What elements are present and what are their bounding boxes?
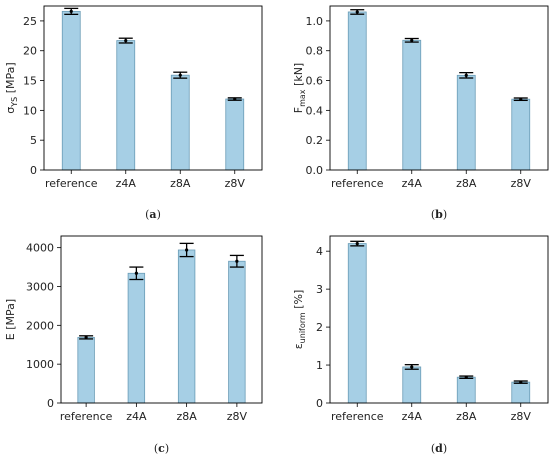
mean-marker xyxy=(464,375,468,379)
x-tick-label: z4A xyxy=(402,410,423,423)
x-tick-label: reference xyxy=(331,177,384,190)
y-tick-label: 10 xyxy=(23,104,37,117)
x-tick-label: z8V xyxy=(227,410,248,423)
bar xyxy=(228,260,246,404)
mean-marker xyxy=(69,9,73,13)
y-tick-label: 15 xyxy=(23,75,37,88)
bar xyxy=(456,74,476,171)
bar xyxy=(61,10,81,171)
y-tick-label: 0 xyxy=(30,164,37,177)
bar xyxy=(116,40,136,171)
y-tick-label: 0.6 xyxy=(306,75,324,88)
y-tick-label: 1 xyxy=(316,359,323,372)
x-tick-label: z8V xyxy=(511,177,532,190)
mean-marker xyxy=(410,38,414,42)
axes-frame xyxy=(329,235,549,404)
bar xyxy=(402,366,422,404)
y-tick-label: 0.0 xyxy=(306,164,324,177)
y-tick-label: 5 xyxy=(30,134,37,147)
x-tick-label: z8A xyxy=(176,410,197,423)
mean-marker xyxy=(519,380,523,384)
bar xyxy=(511,98,531,171)
x-tick-label: reference xyxy=(60,410,113,423)
y-tick-label: 0.4 xyxy=(306,104,324,117)
bar xyxy=(402,39,422,171)
mean-marker xyxy=(355,241,359,246)
y-tick-label: 2 xyxy=(316,321,323,334)
bar xyxy=(347,243,367,404)
bar xyxy=(127,272,146,404)
x-tick-label: z4A xyxy=(116,177,137,190)
bar xyxy=(456,376,476,404)
bar xyxy=(177,249,196,404)
x-tick-label: z4A xyxy=(126,410,147,423)
mean-marker xyxy=(185,248,189,252)
y-axis-label: εuniform [%] xyxy=(292,290,307,350)
mean-marker xyxy=(410,365,414,369)
mean-marker xyxy=(355,10,359,14)
mean-marker xyxy=(134,271,138,275)
x-tick-label: z8V xyxy=(511,410,532,423)
panel-caption: (b) xyxy=(431,208,447,221)
y-axis-label: σYS [MPa] xyxy=(4,62,19,113)
mean-marker xyxy=(124,38,128,43)
panel-caption: (a) xyxy=(145,208,161,221)
chart-panel: reference z4A z8A z8V 0.0 0.2 0.4 0.6 0.8 1.0 Fmax… xyxy=(292,5,549,221)
y-tick-label: 2000 xyxy=(26,319,54,332)
y-tick-label: 20 xyxy=(23,45,37,58)
y-tick-label: 0.8 xyxy=(306,45,324,58)
mean-marker xyxy=(464,73,468,77)
mean-marker xyxy=(519,97,523,101)
x-tick-label: reference xyxy=(331,410,384,423)
bar xyxy=(347,11,367,171)
y-axis-label: E [MPa] xyxy=(4,299,17,340)
bar xyxy=(170,74,190,171)
y-tick-label: 1.0 xyxy=(306,15,324,28)
x-tick-label: reference xyxy=(45,177,98,190)
x-tick-label: z8V xyxy=(225,177,246,190)
y-axis-label: Fmax [kN] xyxy=(292,63,307,113)
y-tick-label: 4000 xyxy=(26,242,54,255)
bar xyxy=(225,98,245,171)
y-tick-label: 3000 xyxy=(26,280,54,293)
axes-frame xyxy=(60,235,263,404)
bar xyxy=(77,336,95,404)
panel-caption: (c) xyxy=(154,442,169,455)
y-tick-label: 0 xyxy=(316,397,323,410)
y-tick-label: 0.2 xyxy=(306,134,324,147)
y-tick-label: 3 xyxy=(316,283,323,296)
mean-marker xyxy=(235,259,239,263)
axes-frame xyxy=(329,5,549,171)
mean-marker xyxy=(178,73,182,77)
axes-frame xyxy=(43,5,263,171)
y-tick-label: 4 xyxy=(316,245,323,258)
mean-marker xyxy=(233,97,237,101)
y-tick-label: 25 xyxy=(23,15,37,28)
chart-panel: reference z4A z8A z8V 0 1 2 3 4 εuniform [%] (d) xyxy=(292,235,549,455)
x-tick-label: z4A xyxy=(402,177,423,190)
y-tick-label: 1000 xyxy=(26,358,54,371)
bar xyxy=(511,381,531,404)
x-tick-label: z8A xyxy=(456,410,477,423)
chart-panel: reference z4A z8A z8V 0 1000 2000 3000 4000 E [MP… xyxy=(4,235,263,455)
chart-panel: reference z4A z8A z8V 0 5 10 15 20 25 σYS [MPa] (a) xyxy=(4,5,263,221)
panel-caption: (d) xyxy=(431,442,447,455)
y-tick-label: 0 xyxy=(47,397,54,410)
mean-marker xyxy=(84,335,88,339)
x-tick-label: z8A xyxy=(170,177,191,190)
x-tick-label: z8A xyxy=(456,177,477,190)
